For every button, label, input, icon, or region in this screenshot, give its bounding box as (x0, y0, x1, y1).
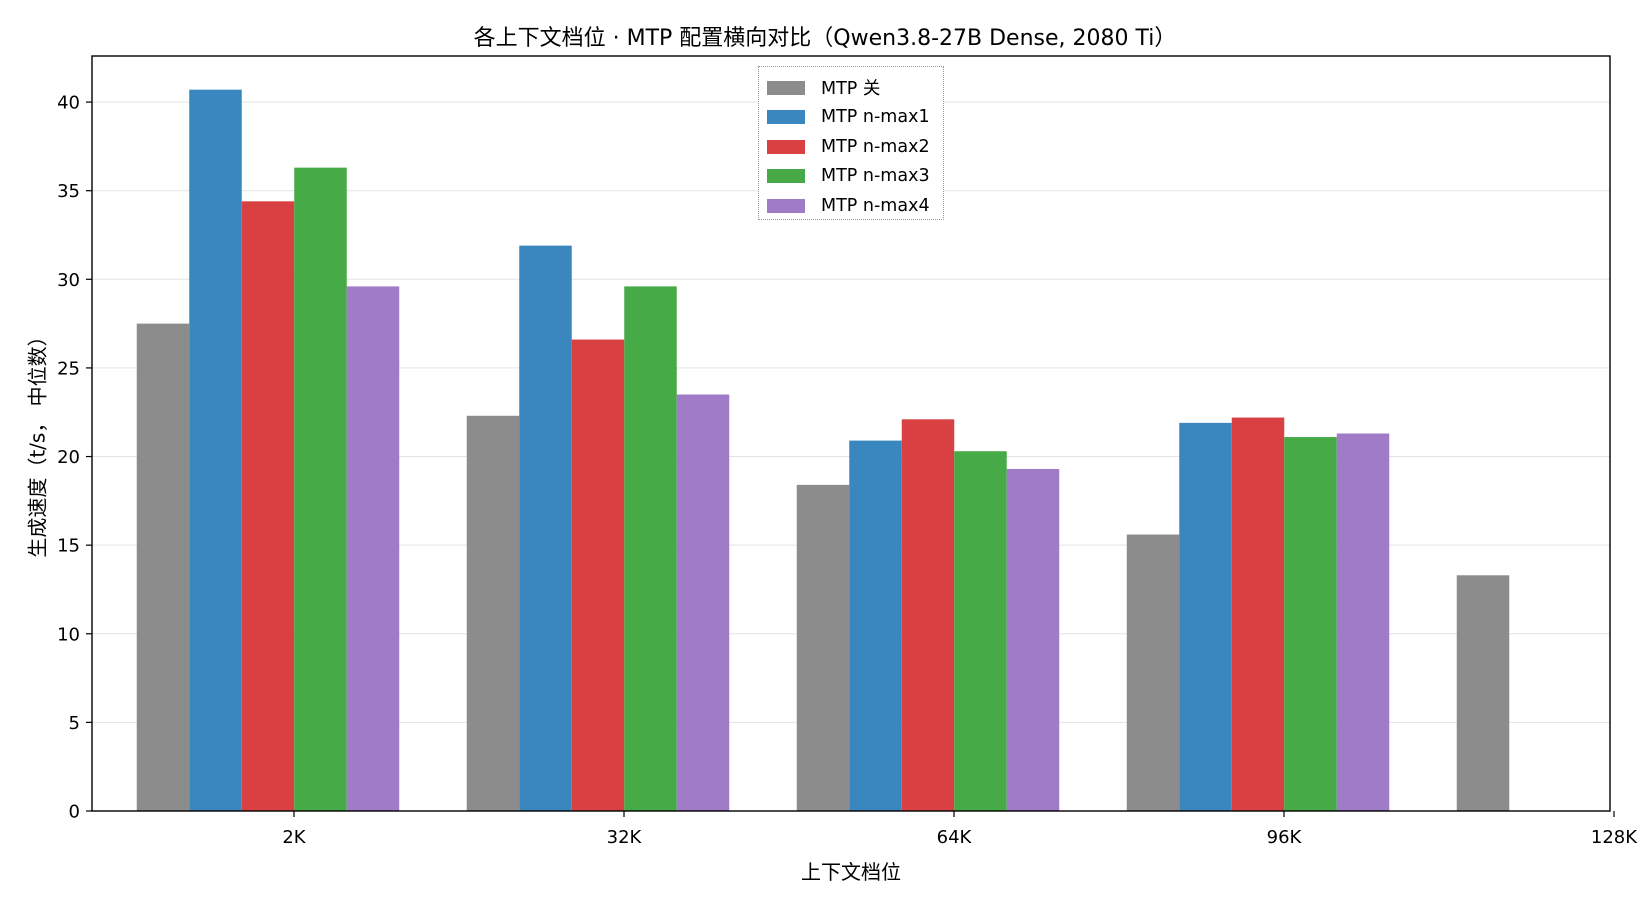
bar (1336, 433, 1390, 811)
axes: 0 5 10 15 20 25 30 35 40 2K 32K 64K 96K 128K (57, 55, 1638, 848)
y-tick-label: 15 (57, 536, 80, 557)
bars (136, 89, 1510, 812)
bar (624, 286, 677, 811)
x-tick-label: 32K (607, 827, 643, 848)
bar (346, 286, 400, 811)
bar (901, 419, 955, 811)
bar (849, 440, 902, 811)
legend-swatch (767, 110, 805, 125)
chart-title: 各上下文档位 · MTP 配置横向对比（Qwen3.8-27B Dense, 2… (473, 26, 1177, 51)
y-tick-label: 10 (57, 624, 80, 645)
x-tick-label: 128K (1591, 827, 1638, 848)
x-tick-label: 64K (937, 827, 973, 848)
bar (954, 451, 1007, 811)
legend-label: MTP 关 (821, 79, 881, 100)
y-tick-label: 20 (57, 447, 80, 468)
bar (1284, 437, 1337, 811)
bar (571, 339, 625, 811)
x-tick-label: 96K (1267, 827, 1303, 848)
legend-item: MTP n-max1 (759, 103, 943, 133)
legend-swatch (767, 139, 805, 154)
bar (1006, 468, 1060, 811)
bar (676, 394, 730, 811)
y-tick-label: 0 (69, 802, 80, 823)
bar (1179, 422, 1232, 811)
y-tick-label: 35 (57, 181, 80, 202)
bar (466, 415, 520, 811)
bar (1126, 534, 1180, 811)
y-tick-label: 40 (57, 93, 80, 114)
y-tick-label: 25 (57, 358, 80, 379)
bar (796, 484, 850, 811)
x-axis-label: 上下文档位 (801, 860, 901, 884)
legend-item: MTP n-max4 (759, 191, 943, 221)
y-tick-label: 30 (57, 270, 80, 291)
bar (294, 167, 347, 812)
legend-label: MTP n-max1 (821, 107, 930, 128)
y-tick-label: 5 (69, 713, 80, 734)
legend-label: MTP n-max4 (821, 195, 930, 216)
plot-frame (91, 55, 1611, 812)
y-axis-label: 生成速度（t/s， 中位数） (25, 326, 50, 558)
bar (1456, 575, 1510, 811)
legend-item: MTP n-max2 (759, 132, 943, 162)
legend-swatch (767, 169, 805, 184)
legend-item: MTP 关 (759, 73, 943, 103)
bar (136, 323, 190, 811)
x-tick-label: 2K (282, 827, 306, 848)
bar (519, 245, 572, 811)
legend-item: MTP n-max3 (759, 162, 943, 192)
bar (241, 201, 295, 812)
bar (1231, 417, 1285, 811)
legend-label: MTP n-max3 (821, 166, 930, 187)
legend-label: MTP n-max2 (821, 136, 930, 157)
bar (189, 89, 242, 811)
legend-swatch (767, 80, 805, 95)
legend: MTP 关 MTP n-max1 MTP n-max2 MTP n-max3 M… (758, 66, 944, 220)
legend-swatch (767, 198, 805, 213)
